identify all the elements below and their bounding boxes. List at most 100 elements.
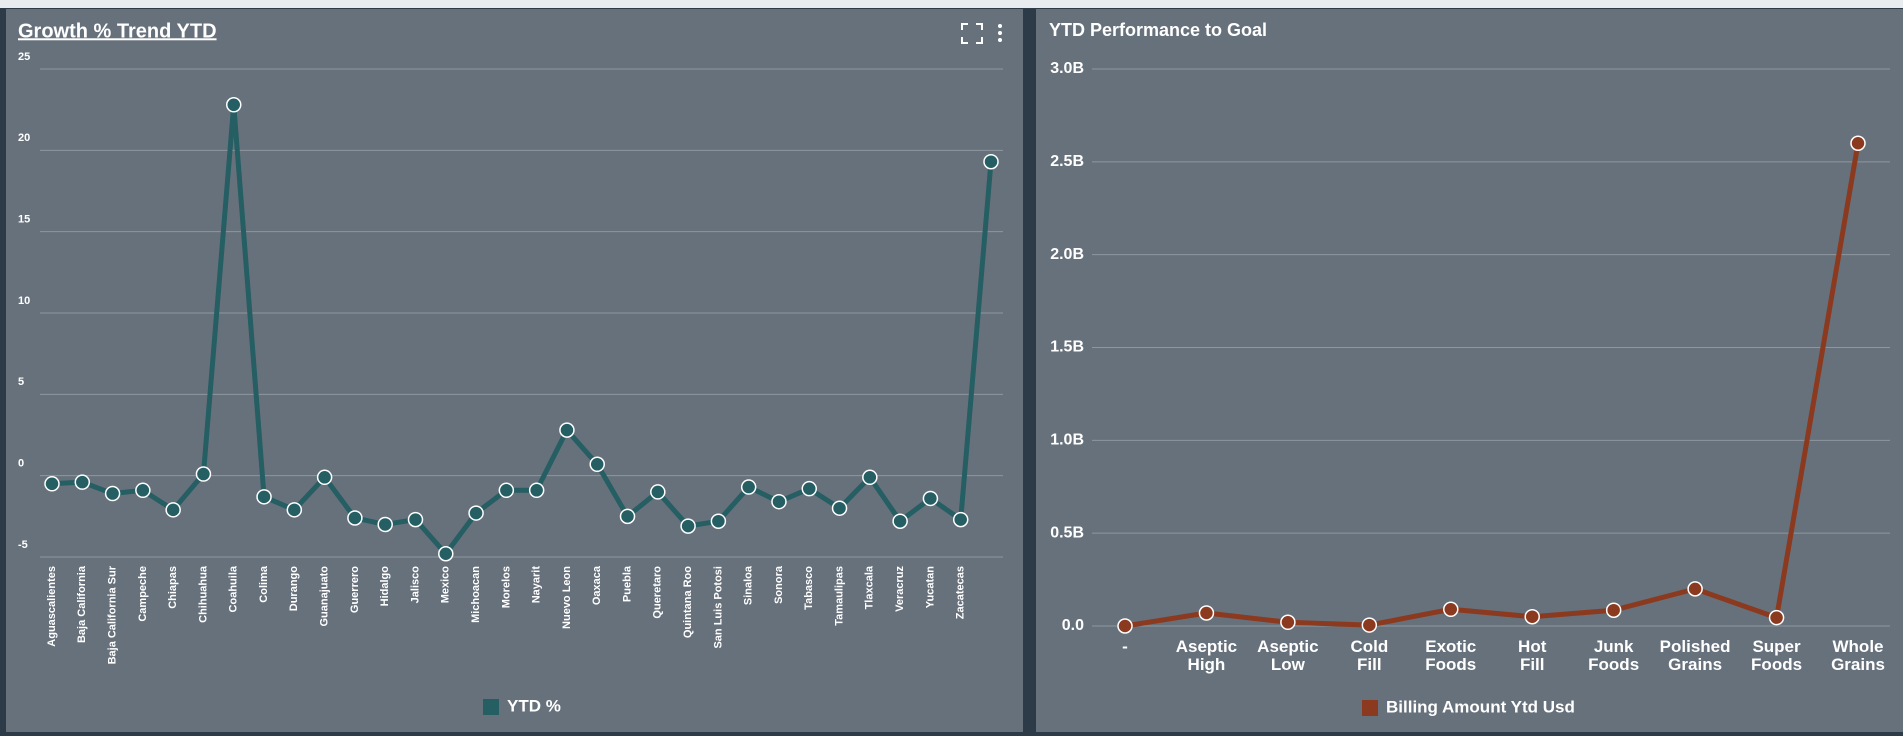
x-tick-label: Sonora — [773, 565, 785, 604]
data-point — [771, 493, 787, 510]
series-line — [1124, 142, 1861, 629]
data-point — [165, 502, 181, 518]
data-point — [1280, 614, 1296, 631]
data-point — [225, 97, 242, 113]
legend-label: YTD % — [507, 696, 561, 715]
x-tick-label: Veracruz — [894, 566, 906, 612]
y-tick-label: 20 — [18, 132, 30, 144]
data-point — [1524, 608, 1540, 625]
menu-icon[interactable] — [998, 24, 1002, 42]
x-tick-label: Tlaxcala — [864, 565, 876, 609]
x-tick-label: Guanajuato — [319, 566, 331, 627]
x-tick-label: Sinaloa — [743, 565, 755, 605]
data-point — [135, 482, 151, 499]
data-point — [862, 469, 878, 486]
data-point — [104, 485, 121, 502]
data-point — [650, 484, 666, 500]
data-point — [528, 482, 545, 499]
y-tick-label: 2.0B — [1050, 246, 1084, 263]
x-tick-label: Baja California Sur — [106, 565, 118, 664]
data-point — [1361, 617, 1378, 633]
x-tick-label: Morelos — [500, 566, 512, 608]
data-point — [1198, 605, 1215, 621]
y-tick-label: 3.0B — [1050, 60, 1084, 77]
x-tick-label: Jalisco — [409, 566, 421, 604]
data-point — [286, 502, 303, 518]
x-tick-label: - — [1122, 637, 1128, 656]
top-strip — [0, 0, 1903, 8]
x-tick-label: Exotic Foods — [1425, 637, 1476, 674]
data-point — [498, 482, 515, 499]
data-point — [831, 500, 848, 516]
data-point — [710, 513, 727, 529]
data-point — [377, 516, 393, 533]
x-tick-label: Polished Grains — [1660, 637, 1731, 674]
data-point — [256, 489, 272, 505]
x-tick-label: Hidalgo — [379, 566, 391, 607]
data-point — [438, 545, 454, 562]
x-tick-label: Zacatecas — [955, 566, 967, 619]
data-point — [468, 505, 484, 521]
x-tick-label: Aguascalientes — [46, 566, 58, 647]
data-point — [316, 469, 333, 486]
chart-title: YTD Performance to Goal — [1049, 20, 1267, 40]
x-tick-label: Oaxaca — [591, 565, 603, 605]
panel-left — [6, 9, 1023, 732]
data-point — [74, 474, 91, 490]
y-tick-label: 5 — [18, 376, 24, 388]
data-point — [1605, 602, 1622, 618]
data-point — [922, 490, 939, 507]
data-point — [44, 476, 60, 492]
data-point — [1850, 135, 1866, 152]
data-point — [1117, 618, 1133, 634]
x-tick-label: Yucatan — [924, 566, 936, 608]
data-point — [952, 511, 969, 528]
x-tick-label: Mexico — [440, 566, 452, 604]
y-tick-label: 0 — [18, 458, 24, 470]
y-tick-label: 2.5B — [1050, 153, 1084, 170]
x-tick-label: Super Foods — [1751, 637, 1802, 674]
x-tick-label: Junk Foods — [1588, 637, 1639, 674]
data-point — [407, 511, 424, 528]
y-tick-label: 10 — [18, 295, 30, 307]
data-point — [983, 153, 999, 170]
data-point — [1687, 581, 1703, 597]
x-tick-label: Tabasco — [803, 566, 815, 610]
data-point — [347, 510, 363, 526]
legend-label: Billing Amount Ytd Usd — [1386, 697, 1575, 716]
x-tick-label: Cold Fill — [1350, 637, 1388, 674]
y-tick-label: 1.0B — [1050, 432, 1084, 449]
x-tick-label: Guerrero — [349, 566, 361, 613]
chart-title: Growth % Trend YTD — [18, 20, 217, 42]
x-tick-label: Chihuahua — [197, 565, 209, 623]
y-tick-label: 0.5B — [1050, 524, 1084, 541]
x-tick-label: Queretaro — [652, 566, 664, 619]
expand-icon[interactable] — [961, 23, 983, 44]
x-tick-label: Baja California — [76, 565, 88, 643]
y-tick-label: 1.5B — [1050, 339, 1084, 356]
x-tick-label: Tamaulipas — [833, 566, 845, 626]
x-tick-label: Puebla — [621, 565, 633, 602]
y-tick-label: -5 — [18, 539, 28, 551]
x-tick-label: Nuevo Leon — [561, 566, 573, 629]
data-point — [680, 518, 696, 534]
x-tick-label: Whole Grains — [1831, 637, 1885, 674]
legend-swatch — [1362, 700, 1378, 716]
data-point — [1768, 609, 1785, 626]
x-tick-label: Colima — [258, 565, 270, 603]
x-tick-label: Durango — [288, 566, 300, 612]
data-point — [892, 513, 908, 529]
y-tick-label: 0.0 — [1062, 617, 1084, 634]
legend-swatch — [483, 699, 499, 715]
x-tick-label: San Luis Potosi — [712, 566, 724, 649]
x-tick-label: Michoacan — [470, 566, 482, 623]
x-tick-label: Campeche — [137, 566, 149, 622]
data-point — [1443, 601, 1459, 618]
data-point — [195, 466, 212, 482]
data-point — [559, 422, 575, 438]
data-point — [740, 479, 757, 495]
x-tick-label: Aseptic High — [1176, 637, 1237, 674]
x-tick-label: Nayarit — [531, 566, 543, 604]
